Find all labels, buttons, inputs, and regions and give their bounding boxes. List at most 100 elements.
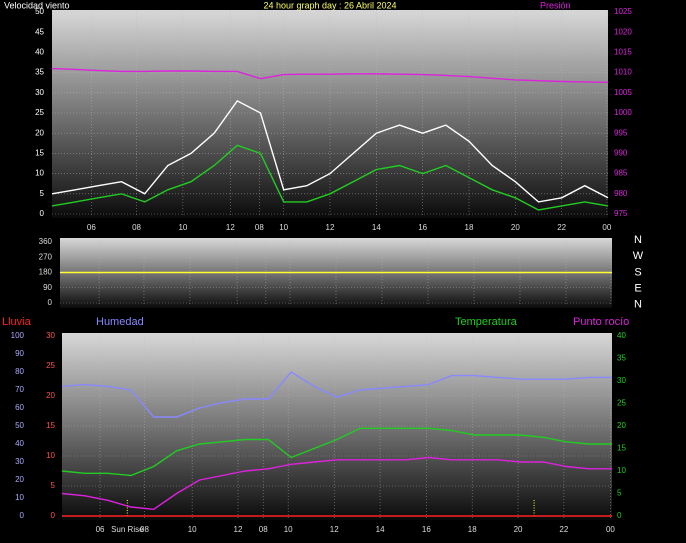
x-tick-label: 16 bbox=[422, 525, 431, 534]
x-tick-label: 12 bbox=[330, 525, 339, 534]
x-tick-label: 10 bbox=[284, 525, 293, 534]
series-line bbox=[61, 371, 612, 418]
series-line bbox=[61, 456, 612, 511]
legend-temperature: Temperatura bbox=[455, 316, 518, 328]
chart-title: 24 hour graph day : 26 Abril 2024 bbox=[263, 0, 396, 10]
y2-tick-label: 990 bbox=[614, 149, 628, 158]
series-line bbox=[51, 99, 609, 203]
y2-tick-label: 975 bbox=[614, 209, 628, 218]
x-tick-label: 18 bbox=[465, 223, 474, 232]
y-tick-label: 5 bbox=[40, 189, 45, 198]
y-tick-label: 90 bbox=[43, 283, 52, 292]
x-tick-label: 22 bbox=[557, 223, 566, 232]
y3-tick-label: 10 bbox=[15, 493, 24, 502]
y3-tick-label: 50 bbox=[15, 421, 24, 430]
y-tick-label: 15 bbox=[46, 421, 55, 430]
x-tick-label: 14 bbox=[372, 223, 381, 232]
y-tick-label: 0 bbox=[40, 209, 45, 218]
x-tick-label: 16 bbox=[418, 223, 427, 232]
y3-tick-label: 70 bbox=[15, 385, 24, 394]
y3-tick-label: 20 bbox=[15, 475, 24, 484]
x-tick-label: 22 bbox=[559, 525, 568, 534]
y-tick-label: 15 bbox=[35, 149, 44, 158]
y-tick-label: 30 bbox=[46, 331, 55, 340]
y2-tick-label: 10 bbox=[617, 466, 626, 475]
x-tick-label: 08 bbox=[140, 525, 149, 534]
x-tick-label: 12 bbox=[226, 223, 235, 232]
legend-humidity: Humedad bbox=[96, 316, 144, 328]
y3-tick-label: 80 bbox=[15, 367, 24, 376]
y2-tick-label: 980 bbox=[614, 189, 628, 198]
y2-tick-label: 20 bbox=[617, 421, 626, 430]
wind-panel bbox=[52, 10, 608, 218]
y2-tick-label: 30 bbox=[617, 376, 626, 385]
series-line bbox=[51, 67, 609, 83]
direction-label: N bbox=[634, 234, 642, 246]
y-tick-label: 40 bbox=[35, 48, 44, 57]
y2-tick-label: 1005 bbox=[614, 88, 632, 97]
y-tick-label: 10 bbox=[35, 169, 44, 178]
direction-label: W bbox=[633, 250, 644, 262]
y-tick-label: 180 bbox=[39, 268, 53, 277]
legend-dewpoint: Punto rocío bbox=[573, 316, 629, 328]
y-tick-label: 0 bbox=[48, 298, 53, 307]
y2-tick-label: 0 bbox=[617, 511, 622, 520]
y2-tick-label: 1025 bbox=[614, 7, 632, 16]
y2-tick-label: 1015 bbox=[614, 48, 632, 57]
y-tick-label: 50 bbox=[35, 7, 44, 16]
x-tick-label: 08 bbox=[132, 223, 141, 232]
legend-rain: Lluvia bbox=[2, 316, 32, 328]
x-tick-label: 10 bbox=[279, 223, 288, 232]
y3-tick-label: 30 bbox=[15, 457, 24, 466]
y-axis-label: Velocidad viento bbox=[4, 0, 70, 10]
y3-tick-label: 0 bbox=[20, 511, 25, 520]
y-tick-label: 270 bbox=[39, 252, 53, 261]
y2-tick-label: 995 bbox=[614, 128, 628, 137]
y-tick-label: 25 bbox=[46, 361, 55, 370]
y-tick-label: 10 bbox=[46, 451, 55, 460]
y2-tick-label: 1000 bbox=[614, 108, 632, 117]
y-tick-label: 30 bbox=[35, 88, 44, 97]
y2-tick-label: 15 bbox=[617, 444, 626, 453]
x-tick-label: 20 bbox=[511, 223, 520, 232]
y-tick-label: 25 bbox=[35, 108, 44, 117]
x-tick-label: 00 bbox=[606, 525, 615, 534]
x-tick-label: 20 bbox=[514, 525, 523, 534]
y3-tick-label: 100 bbox=[11, 331, 25, 340]
y-tick-label: 360 bbox=[39, 237, 53, 246]
climate-panel bbox=[62, 333, 612, 520]
y2-tick-label: 985 bbox=[614, 169, 628, 178]
y2-tick-label: 1010 bbox=[614, 68, 632, 77]
x-tick-label: 12 bbox=[234, 525, 243, 534]
x-tick-label: 00 bbox=[602, 223, 611, 232]
x-tick-label: 08 bbox=[259, 525, 268, 534]
x-tick-label: 10 bbox=[188, 525, 197, 534]
direction-label: N bbox=[634, 299, 642, 311]
y2-tick-label: 35 bbox=[617, 354, 626, 363]
x-tick-label: 06 bbox=[87, 223, 96, 232]
y3-tick-label: 90 bbox=[15, 349, 24, 358]
marker-label: Sun Rise bbox=[111, 525, 144, 534]
x-tick-label: 14 bbox=[376, 525, 385, 534]
series-line bbox=[61, 427, 612, 477]
y-tick-label: 20 bbox=[35, 128, 44, 137]
direction-label: S bbox=[634, 266, 641, 278]
y2-tick-label: 5 bbox=[617, 489, 622, 498]
y-tick-label: 20 bbox=[46, 391, 55, 400]
series-line bbox=[51, 144, 609, 211]
x-tick-label: 06 bbox=[96, 525, 105, 534]
y2-tick-label: 1020 bbox=[614, 27, 632, 36]
y-tick-label: 35 bbox=[35, 68, 44, 77]
y2-axis-label: Presión bbox=[540, 0, 571, 10]
y2-tick-label: 40 bbox=[617, 331, 626, 340]
y2-tick-label: 25 bbox=[617, 399, 626, 408]
x-tick-label: 18 bbox=[468, 525, 477, 534]
direction-label: E bbox=[634, 283, 641, 295]
x-tick-label: 10 bbox=[178, 223, 187, 232]
y-tick-label: 5 bbox=[51, 481, 56, 490]
y3-tick-label: 40 bbox=[15, 439, 24, 448]
x-tick-label: 12 bbox=[326, 223, 335, 232]
y3-tick-label: 60 bbox=[15, 403, 24, 412]
y-tick-label: 45 bbox=[35, 27, 44, 36]
